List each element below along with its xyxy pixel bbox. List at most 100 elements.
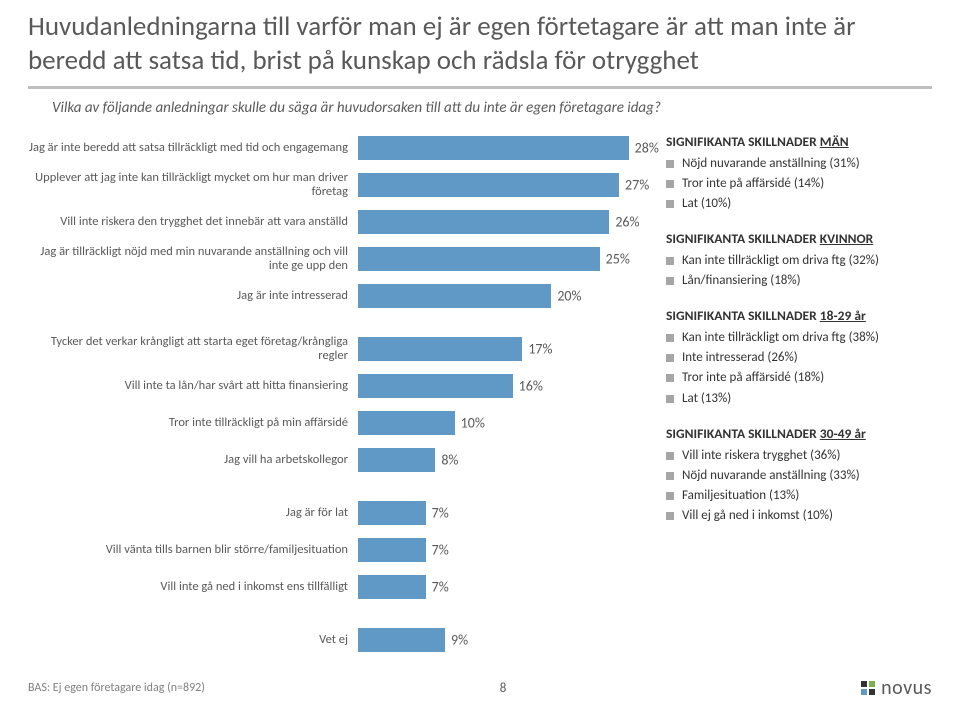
bar: [358, 284, 551, 308]
bar: [358, 448, 435, 472]
bar: [358, 247, 600, 271]
bar-track: 9%: [358, 626, 648, 654]
bar-label: Vet ej: [28, 633, 358, 647]
divider: [28, 86, 932, 89]
chart-row: Vill inte riskera den trygghet det inneb…: [28, 205, 648, 240]
bar-chart: Jag är inte beredd att satsa tillräcklig…: [28, 131, 648, 660]
bar: [358, 501, 426, 525]
bar: [358, 411, 455, 435]
bar-value: 7%: [432, 505, 449, 522]
bar-track: 28%: [358, 134, 648, 162]
logo-icon: [861, 681, 875, 695]
bar-value: 8%: [441, 452, 458, 469]
list-item: Lån/finansiering (18%): [666, 271, 932, 291]
group-title: SIGNIFIKANTA SKILLNADER MÄN: [666, 133, 932, 150]
bar-track: 27%: [358, 171, 648, 199]
bar-value: 26%: [615, 214, 639, 231]
bar-track: 26%: [358, 208, 648, 236]
chart-row: Vet ej9%: [28, 623, 648, 658]
findings-group: SIGNIFIKANTA SKILLNADER 30-49 år Vill int…: [666, 425, 932, 527]
chart-row: Jag vill ha arbetskollegor 8%: [28, 443, 648, 478]
list-item: Tror inte på affärsidé (14%): [666, 174, 932, 194]
bar-label: Jag är inte beredd att satsa tillräcklig…: [28, 141, 358, 155]
bar-label: Tycker det verkar krångligt att starta e…: [28, 335, 358, 364]
bar-label: Vill vänta tills barnen blir större/fami…: [28, 543, 358, 557]
list-item: Lat (13%): [666, 389, 932, 409]
chart-row: Jag är inte beredd att satsa tillräcklig…: [28, 131, 648, 166]
list-item: Tror inte på affärsidé (18%): [666, 368, 932, 388]
bar-value: 16%: [519, 378, 543, 395]
bar-label: Vill inte ta lån/har svårt att hitta fin…: [28, 379, 358, 393]
bar: [358, 173, 619, 197]
bar-track: 20%: [358, 282, 648, 310]
bar-track: 16%: [358, 372, 648, 400]
bar-track: 7%: [358, 536, 648, 564]
findings-sidebar: SIGNIFIKANTA SKILLNADER MÄN Nöjd nuvarand…: [666, 131, 932, 660]
group-list: Kan inte tillräckligt om driva ftg (32%)…: [666, 251, 932, 291]
bar: [358, 337, 522, 361]
chart-row: Tror inte tillräckligt på min affärsidé 1…: [28, 406, 648, 441]
chart-row: Tycker det verkar krångligt att starta e…: [28, 332, 648, 367]
list-item: Inte intresserad (26%): [666, 348, 932, 368]
bar-track: 25%: [358, 245, 648, 273]
bar-value: 28%: [635, 140, 659, 157]
bar-track: 7%: [358, 499, 648, 527]
base-note: BAS: Ej egen företagare idag (n=892): [28, 681, 205, 695]
list-item: Nöjd nuvarande anställning (31%): [666, 154, 932, 174]
bar-track: 8%: [358, 446, 648, 474]
bar-label: Jag vill ha arbetskollegor: [28, 453, 358, 467]
bar: [358, 575, 426, 599]
findings-group: SIGNIFIKANTA SKILLNADER KVINNOR Kan inte …: [666, 230, 932, 291]
list-item: Lat (10%): [666, 194, 932, 214]
group-list: Vill inte riskera trygghet (36%)Nöjd nuv…: [666, 446, 932, 527]
list-item: Familjesituation (13%): [666, 486, 932, 506]
page-title: Huvudanledningarna till varför man ej är…: [28, 10, 932, 78]
group-title: SIGNIFIKANTA SKILLNADER KVINNOR: [666, 230, 932, 247]
list-item: Nöjd nuvarande anställning (33%): [666, 466, 932, 486]
bar-value: 7%: [432, 542, 449, 559]
group-title: SIGNIFIKANTA SKILLNADER 30-49 år: [666, 425, 932, 442]
chart-row: Vill inte gå ned i inkomst ens tillfälli…: [28, 570, 648, 605]
bar-label: Tror inte tillräckligt på min affärsidé: [28, 416, 358, 430]
bar: [358, 628, 445, 652]
bar-track: 17%: [358, 335, 648, 363]
footer: BAS: Ej egen företagare idag (n=892) 8 n…: [28, 676, 932, 700]
list-item: Kan inte tillräckligt om driva ftg (32%): [666, 251, 932, 271]
chart-row: Upplever att jag inte kan tillräckligt m…: [28, 168, 648, 203]
bar-value: 17%: [528, 341, 552, 358]
bar: [358, 538, 426, 562]
chart-row: Jag är inte intresserad 20%: [28, 279, 648, 314]
chart-row: Vill inte ta lån/har svårt att hitta fin…: [28, 369, 648, 404]
list-item: Kan inte tillräckligt om driva ftg (38%): [666, 328, 932, 348]
list-item: Vill ej gå ned i inkomst (10%): [666, 506, 932, 526]
logo-text: novus: [881, 676, 932, 700]
page-number: 8: [500, 681, 507, 696]
bar-value: 25%: [606, 251, 630, 268]
survey-question: Vilka av följande anledningar skulle du …: [28, 99, 932, 117]
bar-label: Jag är för lat: [28, 506, 358, 520]
bar-value: 27%: [625, 177, 649, 194]
findings-group: SIGNIFIKANTA SKILLNADER MÄN Nöjd nuvarand…: [666, 133, 932, 214]
logo: novus: [861, 676, 932, 700]
chart-row: Vill vänta tills barnen blir större/fami…: [28, 533, 648, 568]
group-list: Nöjd nuvarande anställning (31%)Tror int…: [666, 154, 932, 214]
group-title: SIGNIFIKANTA SKILLNADER 18-29 år: [666, 307, 932, 324]
bar-label: Jag är tillräckligt nöjd med min nuvaran…: [28, 245, 358, 274]
bar: [358, 136, 629, 160]
bar-value: 7%: [432, 579, 449, 596]
bar-track: 7%: [358, 573, 648, 601]
content-area: Jag är inte beredd att satsa tillräcklig…: [28, 131, 932, 660]
list-item: Vill inte riskera trygghet (36%): [666, 446, 932, 466]
bar-label: Vill inte riskera den trygghet det inneb…: [28, 215, 358, 229]
chart-row: Jag är för lat 7%: [28, 496, 648, 531]
bar-label: Jag är inte intresserad: [28, 289, 358, 303]
bar-track: 10%: [358, 409, 648, 437]
bar: [358, 374, 513, 398]
bar-value: 20%: [557, 288, 581, 305]
bar-label: Upplever att jag inte kan tillräckligt m…: [28, 171, 358, 200]
chart-row: Jag är tillräckligt nöjd med min nuvaran…: [28, 242, 648, 277]
bar: [358, 210, 609, 234]
bar-value: 10%: [461, 415, 485, 432]
findings-group: SIGNIFIKANTA SKILLNADER 18-29 år Kan inte…: [666, 307, 932, 409]
bar-label: Vill inte gå ned i inkomst ens tillfälli…: [28, 580, 358, 594]
